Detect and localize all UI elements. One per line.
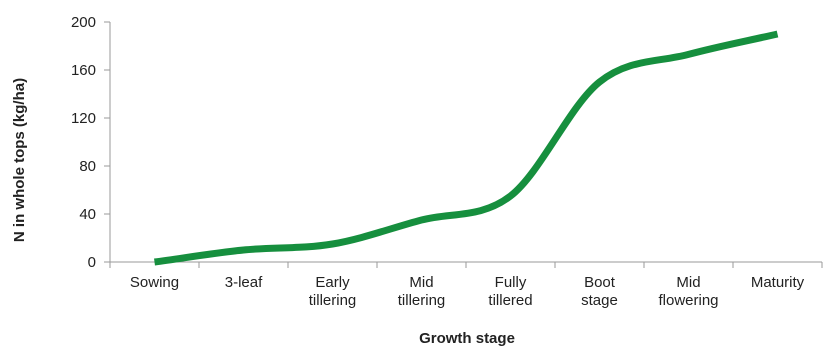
x-tick-label: 3-leaf xyxy=(225,274,263,291)
x-tick-label: Boot stage xyxy=(581,274,618,309)
y-tick-label: 160 xyxy=(71,62,96,79)
plot-area xyxy=(154,30,779,266)
y-axis: 0 40 80 120 160 200 xyxy=(71,14,111,271)
x-axis-title: Growth stage xyxy=(419,330,515,347)
y-tick-label: 120 xyxy=(71,110,96,127)
x-tick-label-line: Sowing xyxy=(130,274,179,291)
x-tick-label-line: tillered xyxy=(488,292,532,309)
x-tick-label-line: Mid xyxy=(676,274,700,291)
x-tick-label-line: Fully xyxy=(495,274,527,291)
x-tick-label-line: Mid xyxy=(409,274,433,291)
y-tick-label: 40 xyxy=(79,206,96,223)
x-tick-label-line: 3-leaf xyxy=(225,274,263,291)
x-tick-label-line: flowering xyxy=(658,292,718,309)
x-tick-label: Early tillering xyxy=(309,274,357,309)
x-tick-label-line: Early xyxy=(315,274,350,291)
x-tick-label-line: Maturity xyxy=(751,274,805,291)
x-tick-label-line: tillering xyxy=(398,292,446,309)
x-tick-label: Fully tillered xyxy=(488,274,532,309)
y-tick-label: 80 xyxy=(79,158,96,175)
y-tick-label: 0 xyxy=(88,254,96,271)
x-tick-label: Sowing xyxy=(130,274,179,291)
y-axis-title: N in whole tops (kg/ha) xyxy=(11,78,28,242)
y-tick-label: 200 xyxy=(71,14,96,31)
series-line xyxy=(154,30,779,266)
x-tick-label-line: tillering xyxy=(309,292,357,309)
x-tick-label: Mid flowering xyxy=(658,274,718,309)
x-tick-label-line: Boot xyxy=(584,274,616,291)
x-tick-label: Mid tillering xyxy=(398,274,446,309)
x-tick-label-line: stage xyxy=(581,292,618,309)
x-tick-label: Maturity xyxy=(751,274,805,291)
